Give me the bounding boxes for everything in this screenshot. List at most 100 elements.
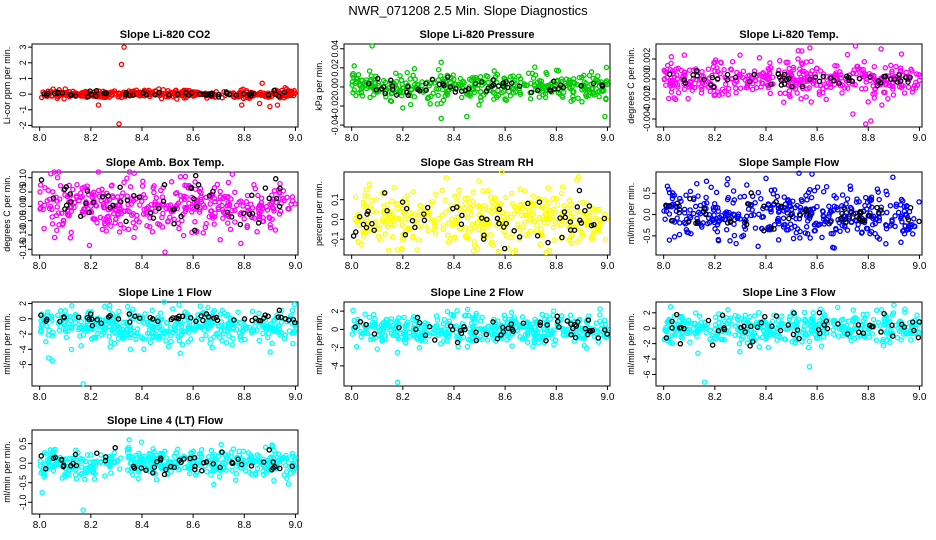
- data-point: [60, 217, 67, 224]
- data-point: [232, 189, 238, 196]
- y-axis-label: degrees C per min.: [626, 47, 636, 124]
- reference-point: [99, 193, 106, 200]
- reference-point: [501, 245, 508, 252]
- data-point: [487, 231, 494, 238]
- data-point: [349, 331, 356, 337]
- data-point: [893, 63, 899, 70]
- data-point: [289, 194, 296, 200]
- data-point: [708, 184, 714, 191]
- data-point: [206, 213, 212, 220]
- data-point: [352, 80, 359, 87]
- data-point: [779, 313, 785, 319]
- reference-point: [42, 466, 49, 472]
- data-point: [364, 216, 370, 222]
- data-point: [119, 326, 126, 333]
- data-point: [470, 198, 476, 205]
- reference-point: [89, 322, 96, 329]
- x-tick-label: 9.0: [288, 261, 302, 272]
- y-tick-label: 0.002: [642, 48, 652, 71]
- data-point: [452, 221, 458, 227]
- data-point: [516, 227, 523, 233]
- y-tick-label: 0.05: [18, 183, 28, 201]
- data-point: [823, 83, 829, 90]
- reference-point: [86, 209, 92, 216]
- reference-point: [556, 324, 562, 330]
- reference-point: [748, 323, 754, 330]
- data-point: [481, 222, 488, 228]
- data-point: [909, 231, 916, 237]
- data-point: [70, 314, 77, 321]
- data-point: [192, 219, 198, 225]
- data-point: [832, 62, 838, 69]
- data-point: [117, 221, 124, 228]
- data-point: [737, 52, 743, 58]
- data-point: [781, 336, 788, 342]
- data-point: [663, 82, 669, 88]
- reference-point: [414, 314, 421, 321]
- reference-point: [282, 316, 289, 322]
- data-point: [886, 82, 893, 89]
- reference-point: [709, 74, 716, 81]
- data-point: [56, 327, 63, 334]
- outlier-point: [116, 121, 122, 127]
- reference-point: [663, 335, 670, 341]
- data-point: [419, 336, 425, 342]
- data-point: [725, 85, 732, 92]
- reference-point: [511, 228, 517, 234]
- x-tick-label: 8.8: [237, 520, 251, 531]
- reference-point: [781, 71, 788, 78]
- data-point: [571, 88, 577, 95]
- data-point: [870, 215, 877, 222]
- data-point: [778, 322, 785, 329]
- x-tick-label: 8.2: [84, 392, 98, 403]
- data-point: [152, 208, 159, 214]
- data-point: [867, 196, 874, 202]
- reference-point: [68, 463, 74, 469]
- data-point: [681, 86, 688, 92]
- data-point: [270, 206, 277, 212]
- data-point: [529, 211, 536, 218]
- reference-point: [84, 188, 91, 194]
- data-points: [37, 437, 299, 513]
- data-point: [676, 220, 683, 226]
- y-tick-label: -1: [18, 106, 28, 114]
- data-point: [96, 327, 102, 333]
- data-point: [240, 448, 247, 455]
- data-point: [753, 334, 760, 340]
- data-point: [834, 63, 840, 69]
- data-point: [873, 337, 880, 343]
- data-point: [383, 94, 389, 100]
- reference-point: [193, 318, 199, 325]
- data-point: [434, 317, 441, 323]
- reference-point: [272, 176, 279, 182]
- data-point: [814, 184, 821, 190]
- data-point: [898, 337, 904, 343]
- reference-point: [290, 316, 297, 323]
- data-point: [60, 220, 66, 227]
- data-point: [781, 69, 788, 75]
- x-tick-label: 8.6: [186, 392, 200, 403]
- data-point: [507, 74, 514, 80]
- reference-point: [403, 205, 410, 212]
- data-point: [91, 476, 98, 482]
- data-point: [454, 199, 460, 206]
- data-point: [356, 222, 363, 228]
- data-point: [570, 96, 577, 103]
- data-point: [820, 71, 827, 77]
- data-point: [425, 94, 432, 101]
- reference-point: [194, 203, 200, 210]
- data-point: [548, 330, 554, 337]
- data-point: [864, 311, 870, 318]
- reference-point: [520, 320, 527, 326]
- data-point: [671, 234, 678, 240]
- data-point: [869, 331, 876, 337]
- data-point: [495, 248, 502, 255]
- reference-point: [228, 214, 235, 220]
- data-point: [457, 75, 464, 82]
- reference-point: [902, 74, 909, 81]
- data-point: [429, 198, 435, 205]
- reference-point: [357, 319, 364, 325]
- data-point: [232, 207, 238, 214]
- x-tick-label: 8.8: [237, 392, 251, 403]
